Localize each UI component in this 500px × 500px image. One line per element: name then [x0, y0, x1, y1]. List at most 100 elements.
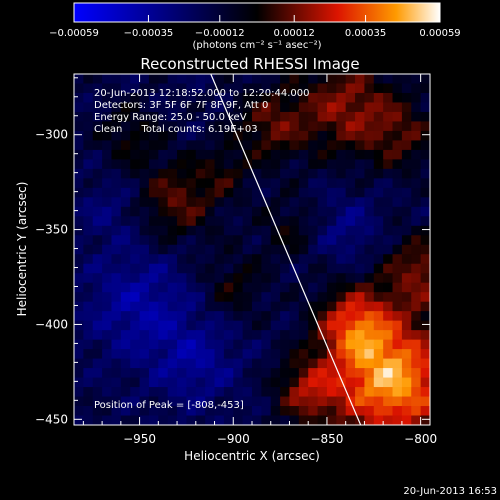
heatmap-cell: [242, 254, 253, 265]
heatmap-cell: [420, 216, 430, 227]
heatmap-cell: [345, 235, 356, 246]
heatmap-cell: [252, 339, 262, 350]
heatmap-cell: [317, 320, 328, 331]
heatmap-cell: [261, 216, 272, 227]
heatmap-cell: [186, 216, 197, 227]
heatmap-cell: [139, 292, 150, 303]
heatmap-cell: [120, 396, 131, 407]
heatmap-cell: [120, 225, 131, 236]
heatmap-cell: [223, 387, 234, 398]
heatmap-cell: [261, 225, 272, 236]
heatmap-cell: [242, 130, 253, 141]
heatmap-cell: [261, 377, 272, 388]
heatmap-cell: [345, 330, 356, 341]
heatmap-cell: [111, 140, 122, 151]
colorbar-tick-label: 0.00035: [345, 28, 386, 39]
heatmap-cell: [280, 187, 290, 198]
heatmap-cell: [298, 349, 309, 360]
heatmap-cell: [289, 387, 300, 398]
heatmap-cell: [280, 140, 290, 151]
heatmap-cell: [411, 102, 422, 113]
heatmap-cell: [317, 168, 328, 179]
heatmap-cell: [158, 396, 169, 407]
heatmap-cell: [252, 387, 262, 398]
heatmap-cell: [345, 121, 356, 132]
heatmap-cell: [205, 358, 216, 369]
heatmap-cell: [392, 102, 403, 113]
heatmap-cell: [261, 349, 272, 360]
heatmap-cell: [223, 235, 234, 246]
heatmap-cell: [401, 159, 412, 170]
heatmap-cell: [130, 254, 141, 265]
heatmap-cell: [252, 216, 262, 227]
heatmap-cell: [392, 140, 403, 151]
heatmap-cell: [298, 111, 309, 122]
heatmap-cell: [177, 197, 187, 208]
heatmap-cell: [336, 168, 347, 179]
heatmap-cell: [167, 111, 178, 122]
heatmap-cell: [233, 187, 244, 198]
heatmap-cell: [308, 358, 319, 369]
heatmap-cell: [336, 140, 347, 151]
heatmap-cell: [186, 121, 197, 132]
heatmap-cell: [298, 121, 309, 132]
heatmap-cell: [355, 178, 365, 189]
heatmap-cell: [102, 216, 112, 227]
heatmap-cell: [120, 339, 131, 350]
heatmap-cell: [401, 74, 412, 84]
heatmap-cell: [139, 206, 150, 217]
heatmap-cell: [177, 406, 187, 417]
heatmap-cell: [158, 111, 169, 122]
heatmap-cell: [401, 273, 412, 284]
heatmap-cell: [392, 178, 403, 189]
heatmap-cell: [411, 216, 422, 227]
heatmap-cell: [411, 235, 422, 246]
heatmap-cell: [252, 273, 262, 284]
heatmap-cell: [280, 273, 290, 284]
heatmap-cell: [270, 330, 281, 341]
heatmap-cell: [326, 187, 337, 198]
heatmap-cell: [280, 368, 290, 379]
heatmap-cell: [355, 406, 365, 417]
heatmap-cell: [401, 111, 412, 122]
heatmap-cell: [401, 387, 412, 398]
heatmap-cell: [205, 111, 216, 122]
heatmap-cell: [177, 368, 187, 379]
heatmap-cell: [411, 225, 422, 236]
heatmap-cell: [392, 244, 403, 255]
heatmap-cell: [411, 396, 422, 407]
heatmap-cell: [195, 292, 206, 303]
heatmap-cell: [120, 273, 131, 284]
heatmap-cell: [289, 140, 300, 151]
heatmap-cell: [205, 368, 216, 379]
heatmap-cell: [280, 178, 290, 189]
heatmap-cell: [102, 149, 112, 160]
heatmap-cell: [214, 263, 225, 274]
heatmap-cell: [83, 273, 94, 284]
heatmap-cell: [233, 244, 244, 255]
heatmap-cell: [308, 311, 319, 322]
heatmap-cell: [148, 254, 159, 265]
heatmap-cell: [308, 387, 319, 398]
heatmap-cell: [92, 74, 103, 84]
heatmap-cell: [120, 320, 131, 331]
heatmap-cell: [111, 349, 122, 360]
heatmap-cell: [195, 121, 206, 132]
heatmap-cell: [195, 320, 206, 331]
heatmap-cell: [214, 235, 225, 246]
heatmap-cell: [261, 121, 272, 132]
heatmap-cell: [167, 358, 178, 369]
heatmap-image: [74, 74, 430, 425]
heatmap-cell: [345, 349, 356, 360]
heatmap-cell: [373, 140, 384, 151]
heatmap-cell: [373, 396, 384, 407]
heatmap-cell: [317, 311, 328, 322]
heatmap-cell: [233, 216, 244, 227]
heatmap-cell: [383, 415, 394, 425]
heatmap-cell: [252, 254, 262, 265]
heatmap-cell: [148, 415, 159, 425]
heatmap-cell: [308, 292, 319, 303]
heatmap-cell: [252, 377, 262, 388]
heatmap-cell: [298, 235, 309, 246]
heatmap-cell: [401, 263, 412, 274]
